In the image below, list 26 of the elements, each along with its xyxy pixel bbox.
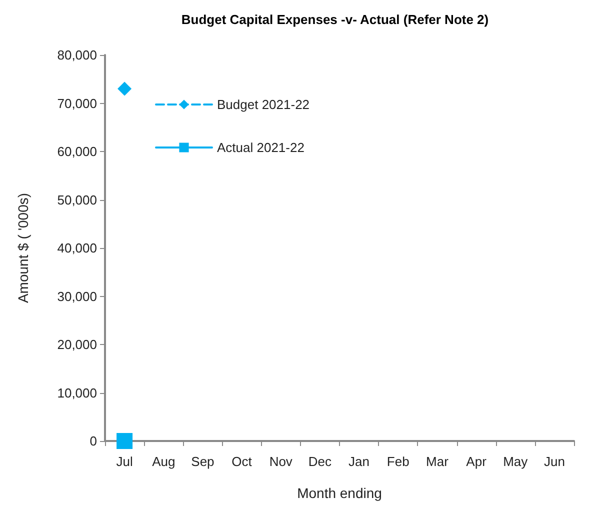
x-tick-label: Jul <box>116 454 133 469</box>
y-tick-label: 30,000 <box>57 288 97 304</box>
y-tick-label: 50,000 <box>57 192 97 208</box>
x-tick-label: Oct <box>232 454 252 469</box>
x-tick-label: Nov <box>269 454 293 469</box>
y-tick-label: 80,000 <box>57 48 97 62</box>
y-tick-label: 70,000 <box>57 96 97 111</box>
y-axis-title: Amount $ ( '000s) <box>15 192 31 304</box>
legend-label: Budget 2021-22 <box>217 97 310 112</box>
legend-label: Actual 2021-22 <box>217 140 304 155</box>
y-tick-label: 40,000 <box>57 240 97 256</box>
x-tick-label: May <box>503 454 528 469</box>
x-tick-label: Feb <box>386 454 410 469</box>
x-tick-label: Aug <box>152 454 176 469</box>
x-tick-label: Dec <box>308 454 332 469</box>
y-tick-label: 0 <box>90 434 97 448</box>
chart-title: Budget Capital Expenses -v- Actual (Refer Note 2) <box>181 12 489 27</box>
x-tick-label: Mar <box>426 454 450 469</box>
x-axis-title: Month ending <box>297 485 382 501</box>
x-tick-label: Sep <box>191 454 214 469</box>
x-tick-label: Apr <box>466 454 488 469</box>
y-tick-label: 10,000 <box>57 385 97 400</box>
x-tick-label: Jun <box>544 454 565 469</box>
y-tick-label: 20,000 <box>57 337 97 352</box>
x-tick-label: Jan <box>348 454 370 469</box>
y-tick-label: 60,000 <box>57 144 97 159</box>
